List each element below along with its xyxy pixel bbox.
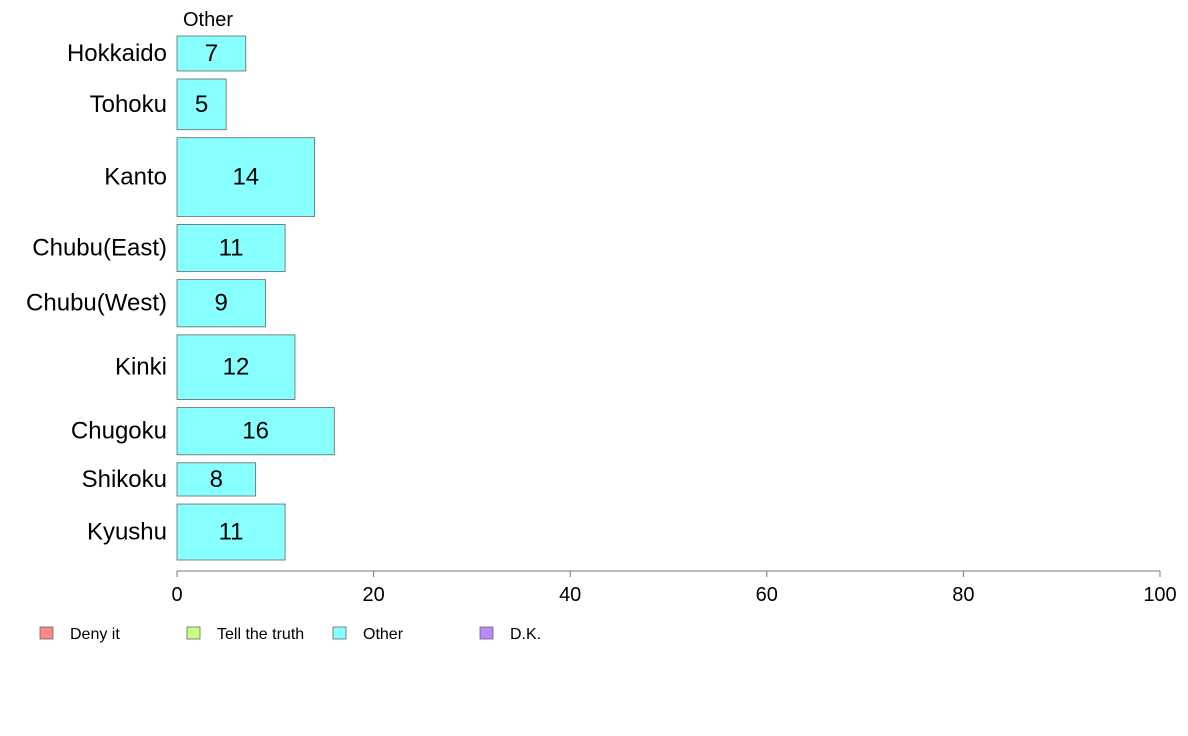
x-tick-label: 0	[171, 584, 182, 606]
legend-swatch	[39, 626, 54, 640]
bar-kinki	[176, 334, 296, 400]
x-axis: 0 20 40 60 80 100	[171, 570, 1177, 606]
x-tick-label: 60	[756, 584, 778, 606]
legend-label: D.K.	[510, 626, 541, 643]
data-label: 11	[219, 519, 244, 546]
x-tick-label: 40	[559, 584, 581, 606]
bar-kyushu	[176, 503, 286, 561]
legend-label: Deny it	[70, 626, 120, 643]
data-label: 16	[242, 418, 269, 445]
bar-chubu-west	[176, 279, 266, 328]
category-label: Kinki	[115, 354, 167, 381]
category-label: Chubu(East)	[32, 235, 167, 262]
legend-swatch	[479, 626, 494, 640]
bar-kanto	[176, 137, 316, 217]
chart-title: Other	[183, 9, 233, 31]
data-label: 9	[215, 290, 228, 317]
data-label: 5	[195, 91, 208, 118]
bar-tohoku	[176, 78, 227, 131]
bar-shikoku	[176, 462, 257, 497]
data-label: 7	[205, 40, 218, 67]
category-label: Tohoku	[90, 91, 167, 118]
bar-chugoku	[176, 407, 335, 456]
legend-label: Other	[363, 626, 404, 643]
legend-label: Tell the truth	[217, 626, 304, 643]
category-label: Chubu(West)	[26, 290, 167, 317]
legend: Deny it Tell the truth Other D.K.	[39, 626, 541, 643]
legend-swatch	[332, 626, 347, 640]
category-label: Kyushu	[87, 519, 167, 546]
data-label: 8	[210, 466, 223, 493]
category-label: Shikoku	[82, 466, 167, 493]
x-tick-label: 20	[362, 584, 384, 606]
data-label: 14	[232, 164, 259, 191]
x-tick-label: 80	[952, 584, 974, 606]
bar-hokkaido	[176, 35, 247, 72]
category-label: Chugoku	[71, 418, 167, 445]
data-label: 12	[223, 354, 250, 381]
legend-swatch	[186, 626, 201, 640]
bars-group: Hokkaido 7 Tohoku 5 Kanto 14 Chubu(East) 11 Chub…	[26, 35, 335, 561]
category-label: Kanto	[104, 164, 167, 191]
category-label: Hokkaido	[67, 40, 167, 67]
data-label: 11	[219, 235, 244, 262]
x-tick-label: 100	[1143, 584, 1176, 606]
bar-chubu-east	[176, 224, 286, 273]
